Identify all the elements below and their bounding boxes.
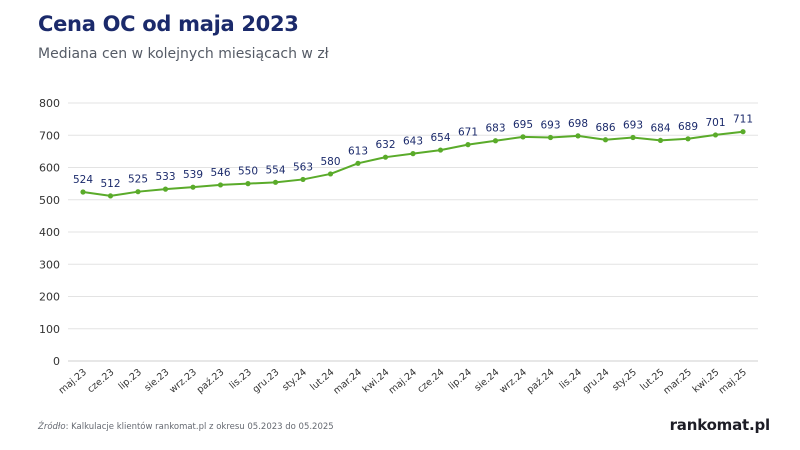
x-tick-label: cze.24 xyxy=(415,367,446,395)
y-tick-label: 100 xyxy=(39,323,60,336)
data-point xyxy=(162,186,169,192)
data-point xyxy=(135,189,141,195)
y-tick-label: 700 xyxy=(39,129,60,142)
y-tick-label: 500 xyxy=(39,194,60,207)
data-point xyxy=(520,134,526,140)
x-tick-label: mar.24 xyxy=(331,367,364,397)
data-label: 693 xyxy=(623,120,643,132)
data-point xyxy=(327,171,334,177)
data-label: 546 xyxy=(210,167,230,179)
y-tick-label: 200 xyxy=(39,291,60,304)
source-label: Źródło xyxy=(38,422,66,432)
x-tick-label: wrz.24 xyxy=(498,367,529,396)
chart-title: Cena OC od maja 2023 xyxy=(38,12,299,36)
data-point xyxy=(107,193,114,199)
data-label: 525 xyxy=(128,174,148,186)
x-tick-label: sty.25 xyxy=(610,367,639,393)
data-label: 701 xyxy=(705,117,725,129)
data-label: 698 xyxy=(568,118,588,130)
data-point xyxy=(80,189,86,195)
data-label: 689 xyxy=(678,121,698,133)
y-tick-label: 400 xyxy=(39,226,60,239)
data-point xyxy=(547,134,554,141)
x-tick-label: paź.23 xyxy=(195,367,227,396)
y-tick-label: 800 xyxy=(39,97,60,110)
data-point xyxy=(217,182,224,188)
data-label: 684 xyxy=(650,122,670,134)
data-label: 686 xyxy=(595,122,615,134)
x-tick-label: kwi.24 xyxy=(361,367,392,395)
data-point xyxy=(300,176,306,183)
x-tick-label: gru.23 xyxy=(251,367,282,395)
data-point xyxy=(190,184,196,190)
data-point xyxy=(355,160,361,166)
data-label: 580 xyxy=(320,156,340,168)
x-tick-label: lip.23 xyxy=(117,367,144,392)
data-label: 654 xyxy=(430,132,450,144)
data-point xyxy=(575,133,581,139)
data-label: 563 xyxy=(293,161,313,173)
data-point xyxy=(630,134,636,141)
x-tick-label: lip.24 xyxy=(447,367,474,392)
data-label: 711 xyxy=(733,114,753,126)
data-point xyxy=(410,151,416,157)
data-point xyxy=(602,137,609,143)
x-tick-label: maj.23 xyxy=(57,367,89,397)
data-label: 613 xyxy=(348,145,368,157)
data-label: 554 xyxy=(265,164,285,176)
x-tick-label: sie.24 xyxy=(472,367,501,394)
data-label: 533 xyxy=(155,171,175,183)
x-tick-label: sie.23 xyxy=(142,367,171,394)
data-point xyxy=(740,129,746,135)
data-point xyxy=(272,179,279,185)
brand-logo: rankomat.pl xyxy=(669,416,771,434)
data-label: 524 xyxy=(73,174,93,186)
x-tick-label: lis.24 xyxy=(557,367,583,392)
x-tick-label: mar.25 xyxy=(661,367,694,397)
data-label: 643 xyxy=(403,136,423,148)
data-label: 693 xyxy=(540,120,560,132)
x-tick-label: paź.24 xyxy=(525,367,557,396)
data-point xyxy=(382,154,389,160)
data-point xyxy=(492,138,499,144)
data-label: 671 xyxy=(458,127,478,139)
x-tick-label: gru.24 xyxy=(581,367,612,395)
data-label: 512 xyxy=(100,178,120,190)
x-tick-label: maj.24 xyxy=(387,367,419,397)
x-tick-label: kwi.25 xyxy=(691,367,722,395)
data-label: 695 xyxy=(513,119,533,131)
data-label: 539 xyxy=(183,169,203,181)
data-label: 683 xyxy=(485,123,505,135)
x-tick-label: wrz.23 xyxy=(168,367,199,396)
data-point xyxy=(245,181,251,187)
data-label: 550 xyxy=(238,166,258,178)
data-point xyxy=(437,147,444,153)
x-tick-label: sty.24 xyxy=(280,367,309,393)
chart-subtitle: Mediana cen w kolejnych miesiącach w zł xyxy=(38,46,329,62)
x-tick-label: maj.25 xyxy=(717,367,749,397)
x-tick-label: cze.23 xyxy=(85,367,116,395)
data-point xyxy=(465,142,471,148)
source-text: : Kalkulacje klientów rankomat.pl z okre… xyxy=(65,422,334,432)
data-point xyxy=(685,136,691,142)
data-point xyxy=(712,132,719,138)
y-tick-label: 600 xyxy=(39,162,60,175)
source-note: Źródło: Kalkulacje klientów rankomat.pl … xyxy=(38,422,334,432)
x-tick-label: lis.23 xyxy=(227,367,253,392)
data-point xyxy=(657,137,664,144)
data-label: 632 xyxy=(375,139,395,151)
y-tick-label: 0 xyxy=(53,355,60,368)
y-tick-label: 300 xyxy=(39,258,60,271)
